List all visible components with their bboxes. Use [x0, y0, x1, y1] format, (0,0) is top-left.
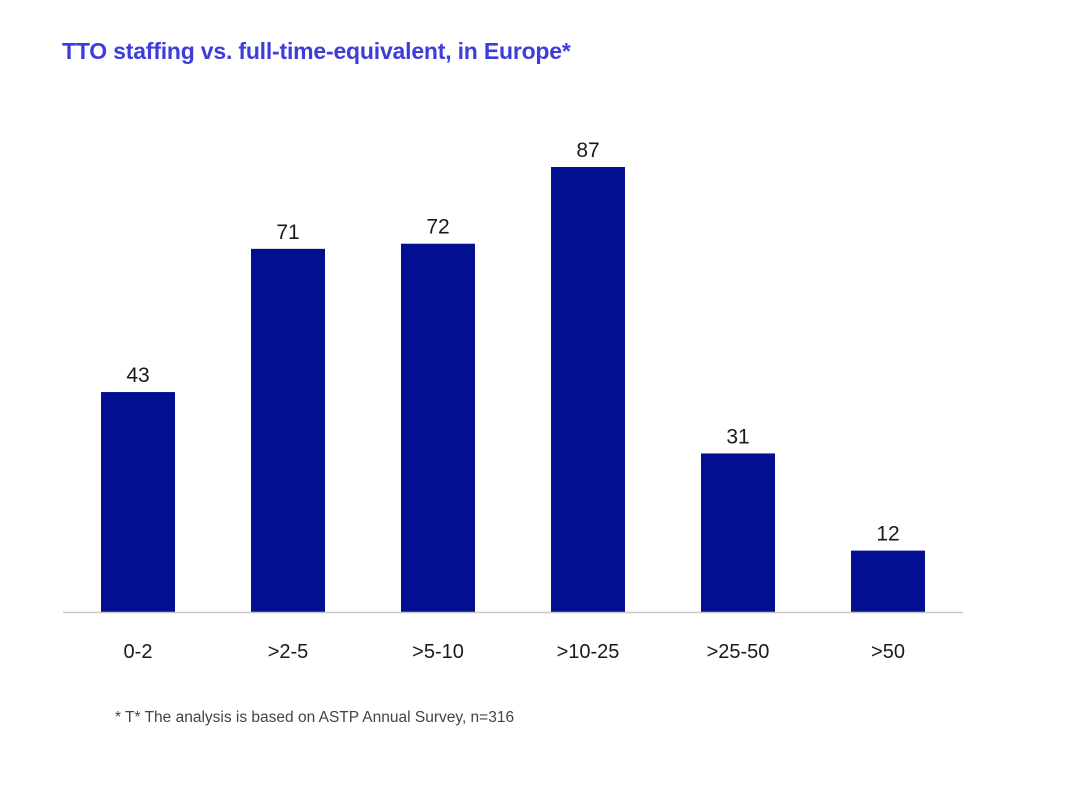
footnote: * T* The analysis is based on ASTP Annua… — [115, 709, 515, 726]
bar-0 — [101, 392, 175, 612]
data-label-0: 43 — [126, 364, 149, 387]
x-tick-label-4: >25-50 — [707, 641, 770, 663]
x-tick-label-2: >5-10 — [412, 641, 464, 663]
bar-5 — [851, 550, 925, 612]
x-tick-labels-layer: 0-2 >2-5 >5-10 >10-25 >25-50 >50 — [124, 641, 905, 663]
bar-4 — [701, 453, 775, 612]
bar-1 — [251, 248, 325, 612]
x-tick-label-1: >2-5 — [268, 641, 309, 663]
data-label-1: 71 — [276, 221, 299, 244]
x-tick-label-5: >50 — [871, 641, 905, 663]
data-labels-layer: 43 71 72 87 31 12 — [126, 139, 899, 546]
bar-2 — [401, 243, 475, 613]
bars-layer — [101, 167, 925, 613]
chart-title: TTO staffing vs. full-time-equivalent, i… — [62, 38, 571, 64]
data-label-5: 12 — [876, 523, 899, 546]
bar-3 — [551, 167, 625, 612]
data-label-2: 72 — [426, 216, 449, 239]
x-tick-label-3: >10-25 — [557, 641, 620, 663]
data-label-3: 87 — [576, 139, 599, 162]
x-tick-label-0: 0-2 — [124, 641, 153, 663]
data-label-4: 31 — [726, 425, 749, 448]
